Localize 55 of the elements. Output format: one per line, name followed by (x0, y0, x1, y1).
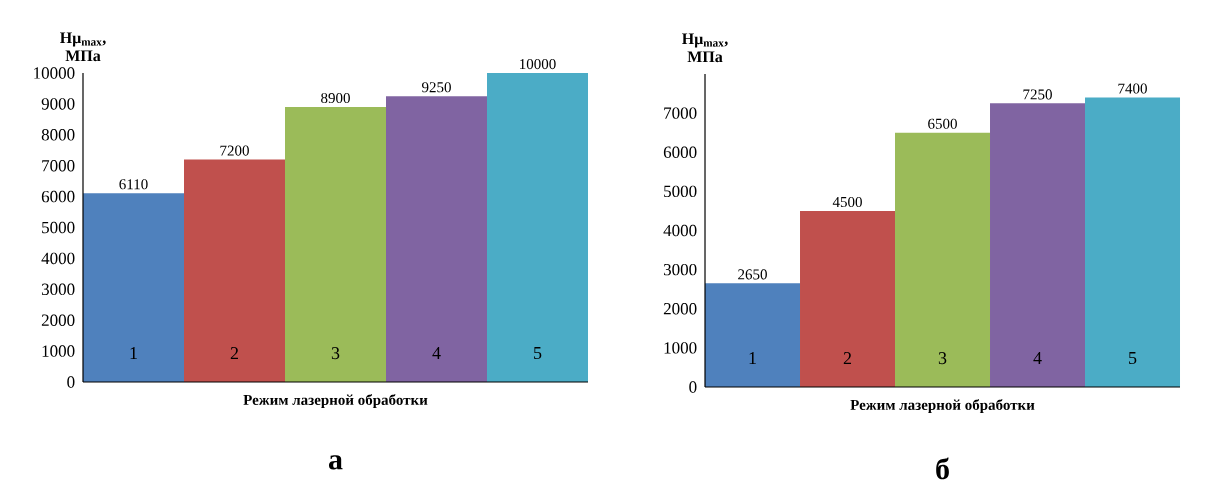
y-tick-label: 4000 (663, 224, 697, 237)
data-label: 10000 (520, 59, 556, 70)
y-tick-label: 7000 (664, 107, 697, 119)
y-tick-label: 0 (67, 376, 75, 388)
x-tick-label: 4 (1033, 352, 1042, 364)
data-label: 7250 (1023, 89, 1052, 100)
y-tick-label: 5000 (42, 221, 75, 234)
bar (1085, 97, 1181, 387)
bar (990, 103, 1086, 387)
x-tick-label: 5 (1129, 352, 1137, 365)
bar (386, 96, 487, 382)
x-tick-label: 1 (749, 352, 756, 364)
data-label: 7400 (1118, 83, 1147, 94)
y-tick-label: 3000 (41, 283, 75, 296)
bar (83, 193, 184, 382)
y-tick-label: 10000 (34, 67, 75, 79)
x-tick-label: 5 (534, 347, 542, 360)
y-axis-title: Hμ$_{max}$, МПа (682, 33, 728, 63)
y-tick-label: 1000 (42, 345, 75, 357)
x-tick-label: 4 (432, 347, 441, 359)
bar (184, 159, 285, 382)
data-label: 9250 (421, 82, 451, 93)
y-tick-label: 1000 (664, 342, 697, 354)
bar (285, 106, 386, 382)
y-tick-label: 7000 (42, 159, 75, 172)
x-axis-title: Режим лазерной обработки (243, 394, 428, 409)
y-tick-label: 9000 (41, 98, 75, 110)
y-tick-label: 5000 (664, 185, 697, 198)
data-label: 6500 (928, 118, 957, 129)
x-axis-title: Режим лазерной обработки (850, 399, 1035, 414)
y-tick-label: 2000 (663, 303, 697, 315)
y-axis-title: Hμ$_{max}$, МПа (60, 32, 106, 62)
data-label: 2650 (738, 269, 767, 280)
y-tick-label: 2000 (41, 314, 75, 326)
x-tick-label: 1 (130, 347, 137, 359)
x-tick-label: 2 (230, 347, 238, 360)
y-tick-label: 8000 (41, 129, 75, 141)
x-tick-label: 3 (938, 352, 947, 365)
y-tick-label: 6000 (41, 190, 75, 203)
text: б (936, 457, 949, 480)
data-label: 7200 (220, 145, 249, 156)
y-tick-label: 6000 (663, 146, 697, 158)
bar (487, 73, 588, 382)
x-tick-label: 3 (331, 347, 340, 360)
x-tick-label: 2 (843, 352, 852, 365)
data-label: 4500 (832, 196, 862, 208)
bar (895, 132, 991, 387)
y-tick-label: 4000 (41, 252, 75, 265)
y-tick-label: 0 (689, 381, 697, 393)
text: а (328, 455, 343, 470)
bar (800, 210, 896, 387)
data-label: 8900 (321, 93, 350, 104)
data-label: 6110 (119, 179, 148, 190)
y-tick-label: 3000 (663, 263, 697, 276)
bar (705, 283, 801, 387)
